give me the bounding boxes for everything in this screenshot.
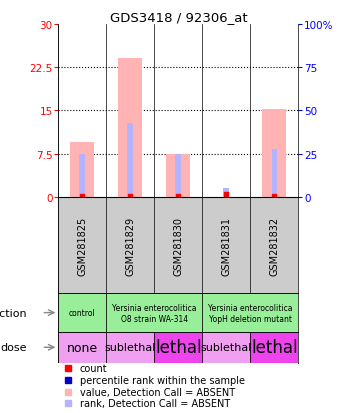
Text: GSM281829: GSM281829: [125, 216, 135, 275]
Bar: [70, 143, 94, 198]
Text: Yersinia enterocolitica
YopH deletion mutant: Yersinia enterocolitica YopH deletion mu…: [208, 303, 293, 323]
Text: GSM281825: GSM281825: [77, 216, 87, 275]
Bar: [58, 332, 106, 363]
Text: value, Detection Call = ABSENT: value, Detection Call = ABSENT: [80, 387, 235, 396]
Text: rank, Detection Call = ABSENT: rank, Detection Call = ABSENT: [80, 398, 230, 408]
Bar: [202, 294, 298, 332]
Bar: [80, 154, 85, 198]
Text: none: none: [67, 341, 98, 354]
Bar: [154, 332, 202, 363]
Bar: [128, 123, 133, 198]
Bar: [272, 149, 277, 198]
Text: lethal: lethal: [251, 338, 298, 356]
Text: Yersinia enterocolitica
O8 strain WA-314: Yersinia enterocolitica O8 strain WA-314: [112, 303, 197, 323]
Bar: [106, 294, 202, 332]
Text: GSM281832: GSM281832: [269, 216, 280, 275]
Bar: [166, 154, 190, 198]
Bar: [202, 332, 250, 363]
Text: control: control: [69, 309, 96, 317]
Bar: [118, 59, 142, 198]
Title: GDS3418 / 92306_at: GDS3418 / 92306_at: [109, 11, 247, 24]
Text: count: count: [80, 363, 108, 373]
Bar: [106, 332, 154, 363]
Text: percentile rank within the sample: percentile rank within the sample: [80, 375, 245, 385]
Bar: [250, 332, 298, 363]
Bar: [58, 294, 106, 332]
Text: lethal: lethal: [155, 338, 202, 356]
Bar: [176, 154, 181, 198]
Text: GSM281830: GSM281830: [173, 216, 184, 275]
Text: sublethal: sublethal: [105, 342, 156, 352]
Bar: [224, 189, 229, 198]
Text: GSM281831: GSM281831: [221, 216, 232, 275]
Text: infection: infection: [0, 308, 27, 318]
Text: sublethal: sublethal: [201, 342, 252, 352]
Bar: [262, 109, 286, 198]
Text: dose: dose: [1, 342, 27, 352]
